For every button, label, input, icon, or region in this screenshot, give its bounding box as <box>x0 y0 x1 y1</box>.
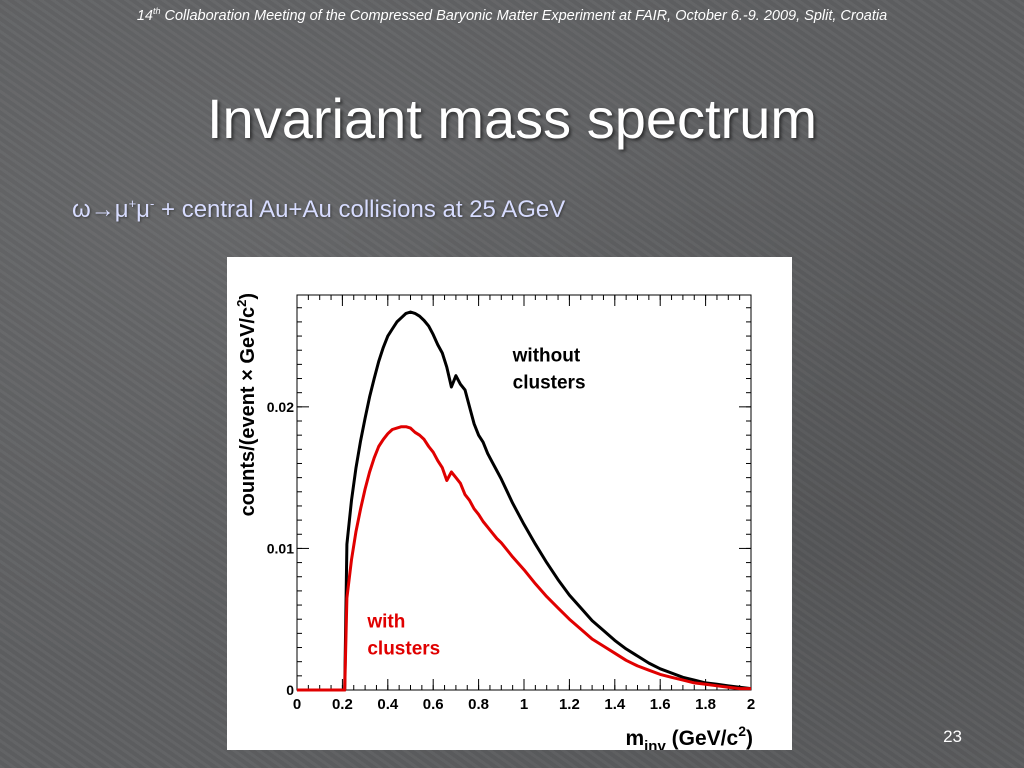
conference-header: 14th Collaboration Meeting of the Compre… <box>0 6 1024 24</box>
x-tick-label: 0.6 <box>423 696 444 713</box>
series-annotation: clusters <box>513 373 586 394</box>
subtitle-sup-plus: + <box>128 196 137 211</box>
header-text: Collaboration Meeting of the Compressed … <box>160 7 888 24</box>
x-tick-label: 0 <box>293 696 301 713</box>
subtitle-suffix: + central Au+Au collisions at 25 AGeV <box>154 196 566 223</box>
plot-panel: 0 0.2 0.4 0.6 0.8 1 1.2 1.4 1.6 1.8 2 0 0.01 0.02 with… <box>227 257 792 750</box>
page-number: 23 <box>943 727 962 746</box>
invariant-mass-chart: 0 0.2 0.4 0.6 0.8 1 1.2 1.4 1.6 1.8 2 0 0.01 0.02 with… <box>234 293 755 750</box>
x-tick-label: 1.8 <box>695 696 716 713</box>
x-tick-label: 1.6 <box>650 696 671 713</box>
y-tick-label: 0 <box>286 682 294 698</box>
x-tick-label: 2 <box>747 696 755 713</box>
series-annotation: clusters <box>367 639 440 660</box>
x-tick-label: 0.8 <box>468 696 489 713</box>
x-tick-label: 0.4 <box>377 696 399 713</box>
header-ordinal-number: 14 <box>136 7 153 24</box>
subtitle-sup-minus: - <box>150 196 155 211</box>
series-annotation: without <box>512 346 581 367</box>
x-tick-label: 1.2 <box>559 696 580 713</box>
subtitle-prefix: ω→μ <box>72 196 129 223</box>
y-axis-title: counts/(event × GeV/c2) <box>234 293 259 516</box>
slide-title: Invariant mass spectrum <box>207 87 817 150</box>
series-annotation: with <box>366 612 405 633</box>
header-ordinal-suffix: th <box>152 6 161 16</box>
x-tick-label: 1 <box>520 696 528 713</box>
subtitle-mid: μ <box>136 196 150 223</box>
y-tick-label: 0.01 <box>267 540 294 556</box>
x-tick-label: 0.2 <box>332 696 353 713</box>
series-line <box>297 310 752 692</box>
x-tick-label: 1.4 <box>604 696 626 713</box>
y-tick-label: 0.02 <box>267 399 294 415</box>
slide-subtitle: ω→μ+μ- + central Au+Au collisions at 25 … <box>72 196 565 224</box>
series-line <box>297 425 751 692</box>
x-axis-title: minv (GeV/c2) <box>625 723 753 750</box>
